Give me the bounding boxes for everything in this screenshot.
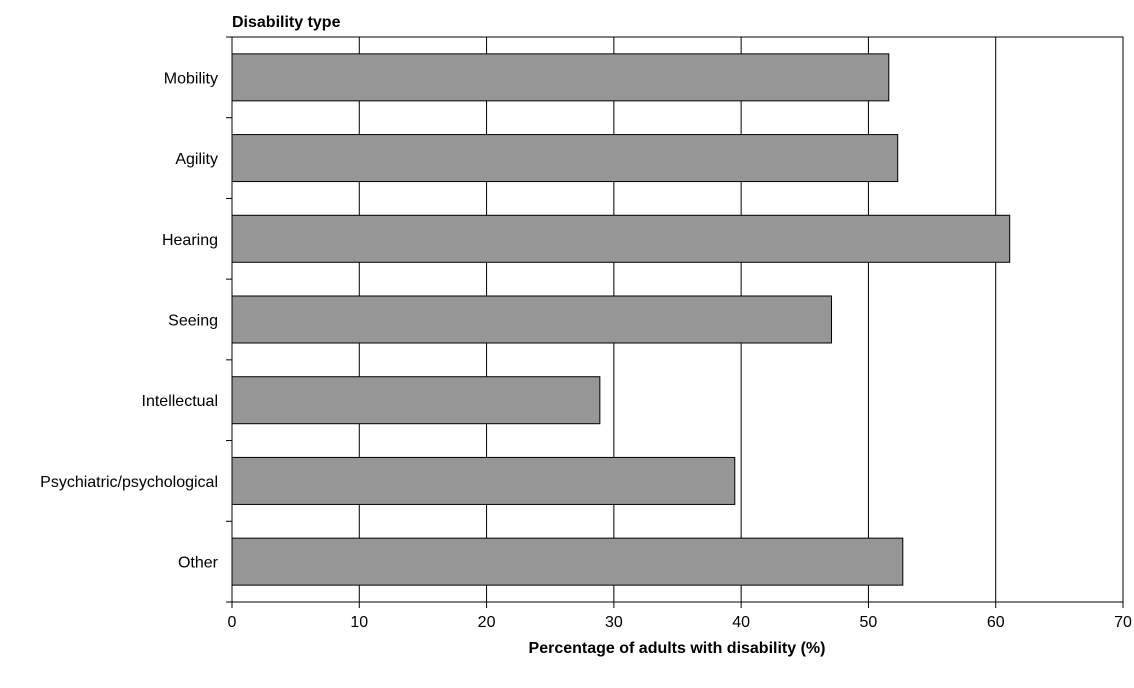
x-axis-ticks: 0 10 20 30 40 50 60 70 — [228, 602, 1132, 631]
x-axis-title: Percentage of adults with disability (%) — [529, 640, 826, 657]
bar-agility — [231, 134, 899, 183]
x-tick-label: 40 — [732, 614, 750, 631]
bars — [231, 53, 1011, 586]
x-tick-label: 60 — [987, 614, 1005, 631]
bar-mobility — [231, 53, 890, 102]
category-label: Intellectual — [142, 393, 219, 410]
x-tick-label: 10 — [350, 614, 368, 631]
category-label: Mobility — [164, 70, 218, 87]
category-label: Agility — [175, 151, 218, 168]
category-label: Psychiatric/psychological — [40, 474, 218, 491]
category-labels: Mobility Agility Hearing Seeing Intellectual… — [40, 36, 232, 603]
x-tick-label: 70 — [1114, 614, 1132, 631]
x-tick-label: 20 — [478, 614, 496, 631]
category-label: Seeing — [168, 313, 218, 330]
bar-hearing — [231, 214, 1011, 263]
x-tick-label: 50 — [860, 614, 878, 631]
bar-intellectual — [231, 376, 601, 425]
gridlines — [358, 37, 997, 602]
x-tick-label: 30 — [605, 614, 623, 631]
bar-seeing — [231, 295, 833, 344]
bar-other — [231, 537, 904, 586]
bar-psychiatric-psychological — [231, 456, 736, 505]
y-axis-title: Disability type — [232, 14, 341, 31]
category-label: Hearing — [162, 232, 218, 249]
category-label: Other — [178, 555, 219, 572]
x-tick-label: 0 — [228, 614, 237, 631]
